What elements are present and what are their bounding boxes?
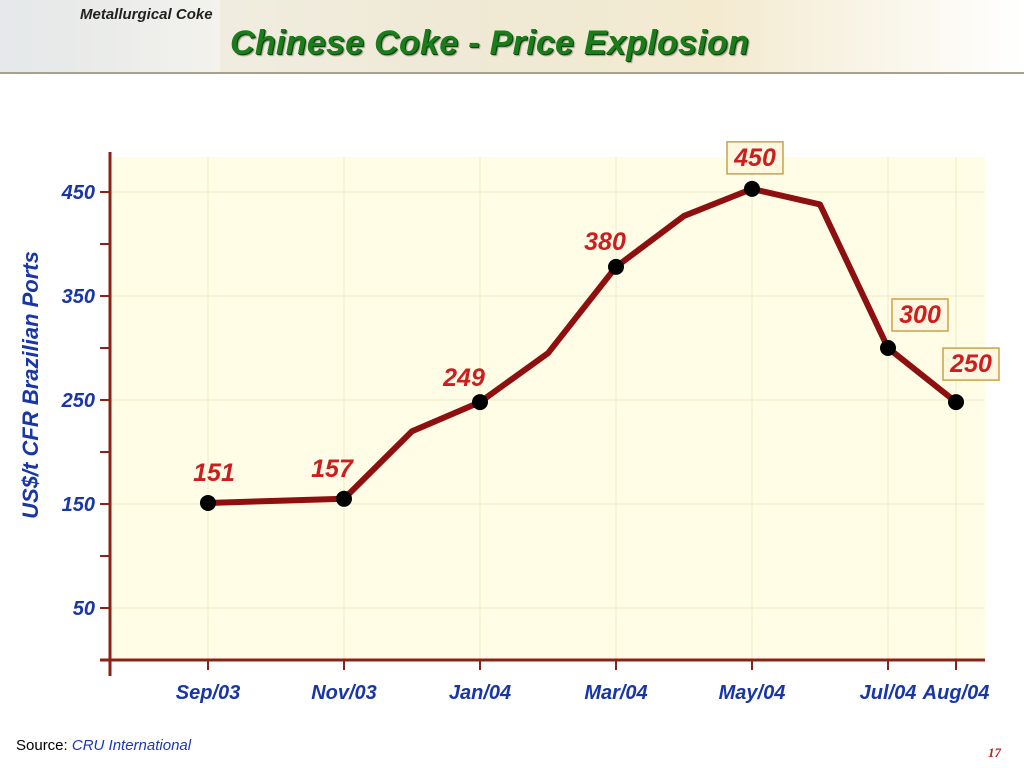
- data-label: 250: [949, 350, 992, 378]
- x-tick-label: Nov/03: [311, 682, 377, 704]
- x-tick-label: Jan/04: [449, 682, 511, 704]
- y-tick-label: 250: [61, 390, 95, 412]
- y-tick-label: 150: [62, 494, 95, 516]
- header-subtitle: Metallurgical Coke: [80, 6, 213, 23]
- page-number: 17: [988, 745, 1001, 760]
- data-label: 450: [733, 144, 776, 172]
- data-point-marker: [608, 258, 624, 275]
- data-label: 380: [584, 228, 626, 256]
- data-label: 151: [193, 459, 235, 487]
- data-point-marker: [200, 494, 216, 511]
- y-axis-title: US$/t CFR Brazilian Ports: [18, 251, 43, 519]
- y-tick-label: 350: [62, 286, 95, 308]
- data-point-marker: [948, 394, 964, 411]
- x-tick-label: Jul/04: [860, 682, 917, 704]
- data-label-box: [942, 347, 1000, 381]
- x-tick-label: Mar/04: [584, 682, 647, 704]
- header-banner: Metallurgical Coke Chinese Coke - Price …: [0, 0, 1024, 74]
- data-label-box: [891, 298, 949, 332]
- source-label: Source:: [16, 737, 72, 754]
- x-tick-label: Sep/03: [176, 682, 240, 704]
- banner-decoration: [0, 0, 220, 74]
- data-point-marker: [336, 490, 352, 507]
- banner-divider: [0, 72, 1024, 74]
- data-label: 249: [442, 364, 485, 392]
- data-point-marker: [880, 340, 896, 356]
- y-tick-label: 50: [73, 598, 95, 620]
- x-tick-label: Aug/04: [922, 682, 990, 704]
- data-label: 300: [899, 301, 941, 329]
- x-tick-label: May/04: [719, 682, 786, 704]
- page-title: Chinese Coke - Price Explosion: [230, 24, 750, 62]
- data-label: 157: [311, 455, 354, 483]
- source-note: Source: CRU International: [16, 737, 191, 754]
- data-label-box: [726, 141, 784, 175]
- data-point-marker: [744, 180, 760, 197]
- data-point-marker: [472, 394, 488, 411]
- source-org: CRU International: [71, 737, 192, 754]
- y-tick-label: 450: [61, 182, 95, 204]
- plot-area: [110, 157, 985, 660]
